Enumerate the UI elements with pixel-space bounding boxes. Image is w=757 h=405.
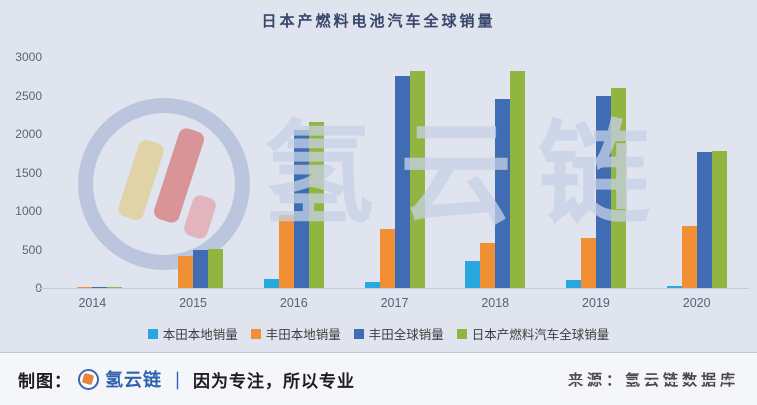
bar-2017-丰田本地销量	[379, 228, 395, 288]
y-tick-1500: 1500	[15, 165, 42, 180]
x-label-2020: 2020	[682, 296, 711, 310]
bar-2019-丰田全球销量	[595, 95, 611, 288]
footer-divider	[0, 352, 757, 353]
brand-slogan: 因为专注，所以专业	[193, 371, 355, 391]
legend-item-本田本地销量: 本田本地销量	[147, 324, 238, 343]
legend-label: 丰田本地销量	[265, 328, 341, 342]
footer-credit: 制图： 氢云链 ｜ 因为专注，所以专业	[18, 366, 355, 392]
y-tick-1000: 1000	[15, 204, 42, 218]
bar-2019-本田本地销量	[565, 279, 581, 288]
bar-2018-日本产燃料汽车全球销量	[510, 70, 526, 288]
bar-2020-丰田本地销量	[681, 226, 697, 288]
brand-separator: ｜	[169, 371, 186, 391]
legend-swatch-icon	[147, 328, 158, 339]
legend: 本田本地销量 丰田本地销量 丰田全球销量 日本产燃料汽车全球销量	[0, 324, 757, 343]
bar-2016-日本产燃料汽车全球销量	[308, 122, 324, 288]
y-tick-2500: 2500	[15, 88, 42, 103]
brand-name: 氢云链	[105, 370, 162, 390]
legend-item-丰田全球销量: 丰田全球销量	[353, 324, 444, 343]
bar-2015-日本产燃料汽车全球销量	[208, 248, 224, 288]
bar-2015-丰田本地销量	[178, 256, 194, 288]
legend-item-丰田本地销量: 丰田本地销量	[250, 324, 341, 343]
legend-item-日本产燃料汽车全球销量: 日本产燃料汽车全球销量	[456, 324, 610, 343]
bar-2015-丰田全球销量	[193, 249, 209, 288]
bar-2014-丰田本地销量	[77, 287, 93, 288]
bar-2019-日本产燃料汽车全球销量	[610, 87, 626, 288]
legend-swatch-icon	[456, 328, 467, 339]
bar-2018-丰田全球销量	[495, 99, 511, 288]
chart-title: 日本产燃料电池汽车全球销量	[261, 12, 496, 30]
bar-group-2020	[646, 57, 747, 288]
x-label-2018: 2018	[481, 296, 510, 310]
bar-2020-日本产燃料汽车全球销量	[711, 150, 727, 288]
y-tick-3000: 3000	[15, 50, 42, 64]
made-by-label: 制图：	[18, 371, 72, 391]
brand-logo-icon	[78, 368, 99, 390]
x-axis-line	[36, 288, 749, 289]
bar-group-2019	[546, 57, 647, 288]
bar-2014-日本产燃料汽车全球销量	[107, 286, 123, 288]
bar-2020-丰田全球销量	[696, 151, 712, 288]
bar-group-2015	[143, 57, 244, 288]
x-label-2019: 2019	[582, 296, 610, 310]
legend-label: 本田本地销量	[162, 328, 238, 342]
bar-group-2014	[42, 57, 143, 288]
bar-2020-本田本地销量	[666, 285, 682, 288]
legend-label: 日本产燃料汽车全球销量	[471, 328, 610, 342]
x-axis-labels: 2014 2015 2016 2017 2018 2019 2020	[42, 296, 747, 310]
brand-logo-core	[81, 372, 95, 385]
bar-group-2018	[445, 57, 546, 288]
y-tick-2000: 2000	[15, 127, 42, 141]
bar-group-2017	[344, 57, 445, 288]
source-label: 来源：氢云链数据库	[567, 371, 739, 389]
legend-swatch-icon	[250, 328, 261, 339]
x-label-2014: 2014	[78, 296, 107, 310]
legend-label: 丰田全球销量	[368, 328, 444, 342]
footer: 制图： 氢云链 ｜ 因为专注，所以专业 来源：氢云链数据库	[0, 353, 757, 405]
bar-2016-丰田全球销量	[293, 130, 309, 288]
x-label-2017: 2017	[380, 296, 409, 310]
bar-group-2016	[243, 57, 344, 288]
bar-2017-本田本地销量	[364, 281, 380, 288]
x-label-2016: 2016	[279, 296, 308, 310]
bar-2019-丰田本地销量	[580, 237, 596, 288]
bar-2018-丰田本地销量	[480, 242, 496, 288]
bar-2014-丰田全球销量	[92, 287, 108, 288]
y-tick-500: 500	[21, 242, 42, 257]
bar-2017-丰田全球销量	[394, 76, 410, 288]
bar-2016-本田本地销量	[263, 278, 279, 288]
bar-2017-日本产燃料汽车全球销量	[409, 70, 425, 288]
x-label-2015: 2015	[179, 296, 207, 310]
bar-2018-本田本地销量	[465, 261, 481, 288]
legend-swatch-icon	[353, 328, 364, 339]
plot-area	[42, 57, 747, 288]
bar-2016-丰田本地销量	[278, 214, 294, 288]
